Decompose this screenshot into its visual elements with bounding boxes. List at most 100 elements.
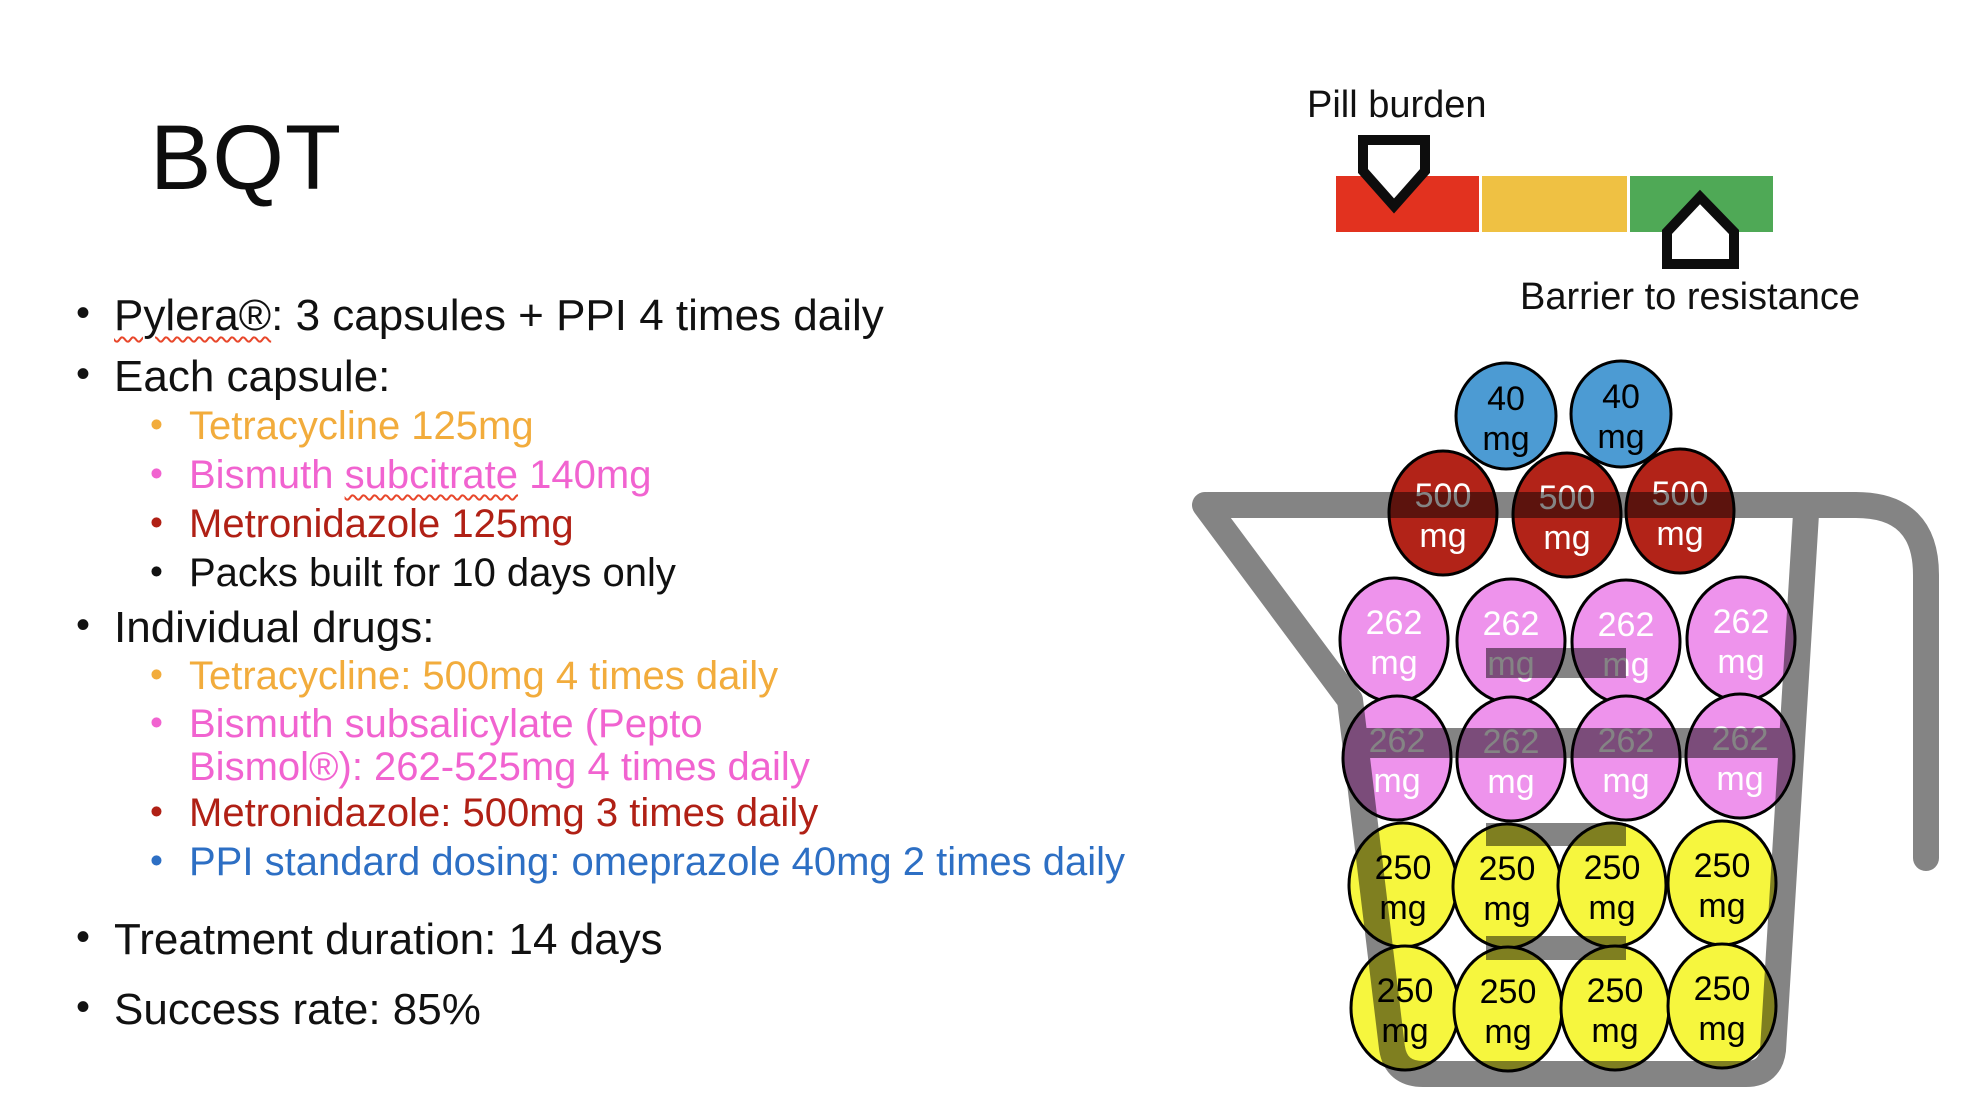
svg-text:262: 262 [1713, 603, 1770, 641]
bullet-text: Tetracycline 125mg [189, 404, 534, 448]
svg-text:262: 262 [1483, 605, 1540, 643]
svg-text:250: 250 [1694, 970, 1751, 1008]
svg-text:mg: mg [1484, 1013, 1531, 1051]
pill-40mg: 40 mg [1569, 359, 1673, 469]
bullet-dot: • [150, 404, 163, 445]
svg-text:262: 262 [1366, 604, 1423, 642]
pill-stack: 40 mg 40 mg 500 mg 500 mg 500 [1338, 359, 1797, 1073]
svg-text:250: 250 [1587, 972, 1644, 1010]
bullet-bismuth-capsule: • Bismuth subcitrate 140mg [150, 453, 651, 497]
svg-text:40: 40 [1487, 380, 1525, 418]
cup-body-outline [1192, 492, 1819, 1087]
pill-262mg: 262 mg [1570, 578, 1682, 706]
segment-medium [1482, 176, 1627, 232]
svg-text:250: 250 [1480, 973, 1537, 1011]
pill-262mg: 262 mg [1455, 695, 1567, 823]
subcitrate-word: subcitrate [344, 453, 519, 497]
bismuth-pre: Bismuth [189, 453, 345, 497]
pill-burden-label: Pill burden [1307, 84, 1487, 126]
bullet-text: Metronidazole: 500mg 3 times daily [189, 791, 819, 835]
bullet-text: Pylera®: 3 capsules + PPI 4 times daily [114, 292, 884, 340]
svg-text:250: 250 [1584, 849, 1641, 887]
svg-text:mg: mg [1698, 887, 1745, 925]
page-title: BQT [150, 107, 343, 209]
bullet-packs: • Packs built for 10 days only [150, 551, 676, 595]
svg-text:mg: mg [1591, 1012, 1638, 1050]
bullet-text: Individual drugs: [114, 603, 435, 652]
svg-text:250: 250 [1694, 847, 1751, 885]
pill-40mg: 40 mg [1454, 361, 1558, 471]
bullet-text: PPI standard dosing: omeprazole 40mg 2 t… [189, 840, 1126, 884]
barrier-label: Barrier to resistance [1520, 276, 1860, 318]
svg-text:mg: mg [1597, 418, 1644, 456]
barrier-marker-icon [1662, 189, 1739, 269]
bullet-metronidazole-capsule: • Metronidazole 125mg [150, 502, 574, 546]
cup-graduation-tick [1486, 936, 1626, 960]
bullet-each-capsule: • Each capsule: [76, 352, 391, 401]
bullet-dot: • [150, 453, 163, 494]
bullet-text: Tetracycline: 500mg 4 times daily [189, 654, 779, 698]
cup-graduation-tick [1486, 823, 1626, 846]
cup-graduation-tick [1486, 648, 1626, 678]
bullet-text: Metronidazole 125mg [189, 502, 574, 546]
bullet-tetracycline-drug: • Tetracycline: 500mg 4 times daily [150, 654, 779, 698]
bullet-tetracycline-capsule: • Tetracycline 125mg [150, 404, 534, 448]
bullet-text: Each capsule: [114, 352, 391, 401]
svg-text:mg: mg [1698, 1010, 1745, 1048]
bullet-text: Bismuth subsalicylate (Pepto Bismol®): 2… [189, 702, 810, 790]
bullet-dot: • [150, 654, 163, 695]
svg-text:mg: mg [1543, 519, 1590, 557]
bullet-dot: • [150, 791, 163, 832]
bullet-dot: • [76, 291, 91, 335]
bullet-dot: • [150, 502, 163, 543]
bullet-text: Success rate: 85% [114, 985, 481, 1034]
svg-text:mg: mg [1716, 760, 1763, 798]
bullet-bismuth-drug: • Bismuth subsalicylate (Pepto Bismol®):… [150, 702, 881, 790]
svg-text:mg: mg [1487, 763, 1534, 801]
cup-graduation-line [1358, 728, 1792, 758]
pill-burden-pointer-icon [1358, 135, 1430, 214]
pill-262mg: 262 mg [1338, 576, 1450, 704]
pylera-rest: : 3 capsules + PPI 4 times daily [271, 291, 884, 340]
pill-250mg: 250 mg [1556, 821, 1668, 949]
cup-handle [1782, 492, 1939, 871]
risk-indicator: Pill burden Barrier to resistance [1307, 84, 1860, 318]
bullet-pylera: • Pylera®: 3 capsules + PPI 4 times dail… [76, 291, 884, 340]
bullet-text: Packs built for 10 days only [189, 551, 676, 595]
bullet-dot: • [76, 915, 91, 959]
svg-text:mg: mg [1419, 517, 1466, 555]
pylera-word: Pylera® [114, 291, 272, 340]
pill-250mg: 250 mg [1666, 942, 1778, 1070]
measuring-cup [1192, 492, 1939, 1087]
svg-text:mg: mg [1482, 420, 1529, 458]
svg-text:mg: mg [1483, 890, 1530, 928]
bullet-metronidazole-drug: • Metronidazole: 500mg 3 times daily [150, 791, 819, 835]
bullet-dot: • [76, 603, 91, 647]
bullet-dot: • [150, 702, 163, 743]
bullet-dot: • [76, 352, 91, 396]
svg-text:262: 262 [1598, 606, 1655, 644]
svg-text:250: 250 [1479, 850, 1536, 888]
bullet-dot: • [76, 985, 91, 1029]
bullet-ppi-drug: • PPI standard dosing: omeprazole 40mg 2… [150, 840, 1126, 884]
bullet-dot: • [150, 551, 163, 592]
bullet-text: Treatment duration: 14 days [114, 915, 663, 964]
pill-262mg: 262 mg [1685, 575, 1797, 703]
bullet-success-rate: • Success rate: 85% [76, 985, 481, 1034]
svg-text:mg: mg [1602, 762, 1649, 800]
svg-text:mg: mg [1373, 762, 1420, 800]
bullet-individual-drugs: • Individual drugs: [76, 603, 435, 652]
bullet-dot: • [150, 840, 163, 881]
pill-250mg: 250 mg [1452, 945, 1564, 1073]
pill-250mg: 250 mg [1666, 819, 1778, 947]
bullet-duration: • Treatment duration: 14 days [76, 915, 663, 964]
svg-text:mg: mg [1656, 515, 1703, 553]
pill-250mg: 250 mg [1559, 944, 1671, 1072]
pill-250mg: 250 mg [1451, 822, 1563, 950]
pill-262mg: 262 mg [1455, 577, 1567, 705]
svg-text:mg: mg [1370, 644, 1417, 682]
svg-text:40: 40 [1602, 378, 1640, 416]
svg-text:mg: mg [1717, 643, 1764, 681]
